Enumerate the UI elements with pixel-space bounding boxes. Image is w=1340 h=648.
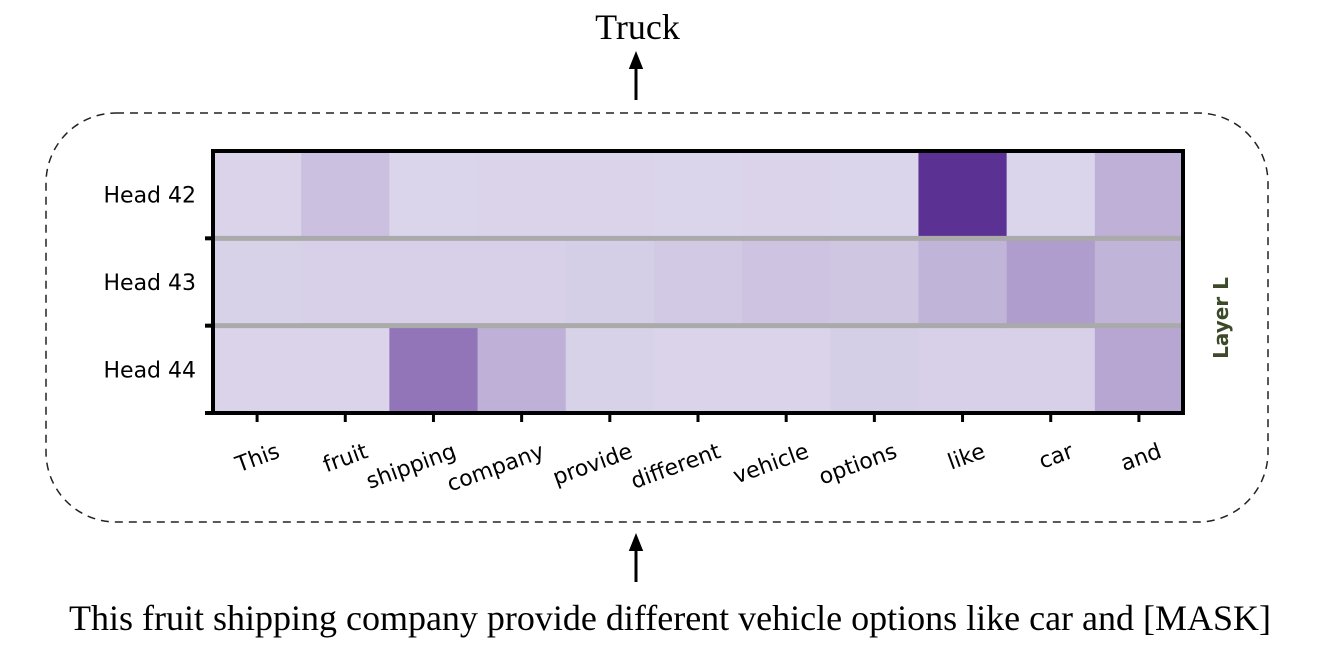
heatmap-cell [389, 325, 479, 414]
row-label: Head 44 [103, 358, 196, 383]
heatmap-cell [301, 325, 390, 414]
heatmap-cell [1094, 325, 1184, 414]
heatmap-cell [1006, 238, 1096, 327]
x-tick-label: options [816, 439, 901, 490]
heatmap-cell [742, 325, 831, 414]
heatmap-cell [918, 151, 1008, 239]
heatmap-cell [918, 238, 1008, 327]
heatmap-cell [477, 151, 567, 239]
output-label: Truck [595, 7, 680, 47]
heatmap-cell [213, 325, 302, 414]
heatmap-cell [477, 325, 567, 414]
heatmap-cell [389, 151, 479, 239]
heatmap-cell [653, 238, 743, 327]
heatmap-cell [742, 151, 831, 239]
heatmap-cell [1006, 325, 1096, 414]
heatmap-cell [301, 151, 390, 239]
heatmap-cell [1094, 151, 1184, 239]
x-tick-label: like [945, 439, 989, 475]
heatmap-cell [565, 151, 655, 239]
heatmap-cell [830, 238, 919, 327]
heatmap-cell [830, 325, 919, 414]
x-tick-label: and [1118, 439, 1165, 477]
heatmap-cell [918, 325, 1008, 414]
heatmap-cell [653, 325, 743, 414]
heatmap-cell [830, 151, 919, 239]
heatmap-cell [389, 238, 479, 327]
heatmap-cell [301, 238, 390, 327]
heatmap-cell [653, 151, 743, 239]
heatmap-cell [1006, 151, 1096, 239]
x-tick-label: car [1036, 439, 1078, 475]
x-tick-label: provide [550, 439, 636, 491]
row-label: Head 43 [103, 271, 196, 296]
x-tick-label: company [444, 439, 548, 497]
x-tick-label: This [231, 439, 283, 478]
heatmap-cell [742, 238, 831, 327]
heatmap-cell [477, 238, 567, 327]
heatmap-cell [565, 325, 655, 414]
x-tick-label: shipping [363, 439, 459, 494]
x-tick-label: different [628, 439, 725, 495]
layer-label: Layer L [1209, 277, 1233, 359]
row-label: Head 42 [103, 184, 196, 209]
heatmap-cell [1094, 238, 1184, 327]
heatmap-cell [213, 151, 302, 239]
x-tick-label: vehicle [730, 439, 812, 489]
heatmap-cell [213, 238, 302, 327]
heatmap-cell [565, 238, 655, 327]
input-sentence: This fruit shipping company provide diff… [68, 598, 1272, 638]
